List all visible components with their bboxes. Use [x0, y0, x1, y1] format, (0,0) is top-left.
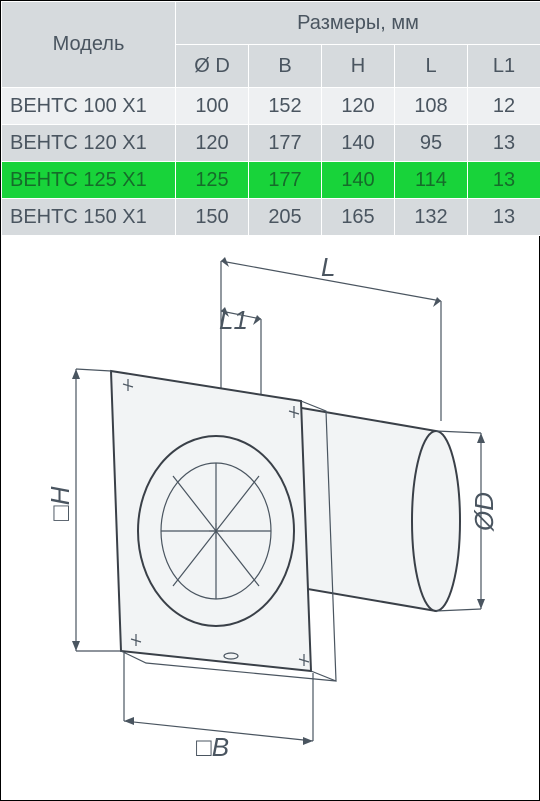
cell-model: ВЕНТС 120 X1 [2, 125, 176, 162]
cell-b: 152 [249, 88, 322, 125]
header-dims: Размеры, мм [176, 2, 540, 45]
label-l1: L1 [219, 305, 248, 335]
cell-h: 140 [322, 125, 395, 162]
label-b: □B [196, 732, 229, 762]
col-l: L [395, 45, 468, 88]
table-row: ВЕНТС 125 X112517714011413 [2, 162, 540, 199]
cell-b: 177 [249, 162, 322, 199]
cell-d: 120 [176, 125, 249, 162]
cell-model: ВЕНТС 100 X1 [2, 88, 176, 125]
cell-l1: 13 [468, 199, 540, 236]
label-h: □H [45, 486, 75, 521]
cell-l1: 12 [468, 88, 540, 125]
cell-l: 95 [395, 125, 468, 162]
cell-l: 132 [395, 199, 468, 236]
header-model: Модель [2, 2, 176, 88]
cell-l: 114 [395, 162, 468, 199]
cell-h: 165 [322, 199, 395, 236]
cell-l1: 13 [468, 162, 540, 199]
cell-b: 177 [249, 125, 322, 162]
cell-d: 100 [176, 88, 249, 125]
table-row: ВЕНТС 150 X115020516513213 [2, 199, 540, 236]
cell-d: 125 [176, 162, 249, 199]
cell-model: ВЕНТС 150 X1 [2, 199, 176, 236]
cell-l1: 13 [468, 125, 540, 162]
table-row: ВЕНТС 100 X110015212010812 [2, 88, 540, 125]
col-h: H [322, 45, 395, 88]
table-row: ВЕНТС 120 X11201771409513 [2, 125, 540, 162]
col-b: B [249, 45, 322, 88]
cell-h: 140 [322, 162, 395, 199]
dimensions-table: Модель Размеры, мм Ø D B H L L1 ВЕНТС 10… [1, 1, 540, 236]
dimension-diagram: L L1 [41, 251, 501, 791]
col-l1: L1 [468, 45, 540, 88]
cell-d: 150 [176, 199, 249, 236]
cell-h: 120 [322, 88, 395, 125]
label-l: L [321, 252, 335, 282]
label-d: ØD [469, 492, 499, 532]
cell-b: 205 [249, 199, 322, 236]
cell-model: ВЕНТС 125 X1 [2, 162, 176, 199]
col-d: Ø D [176, 45, 249, 88]
cell-l: 108 [395, 88, 468, 125]
